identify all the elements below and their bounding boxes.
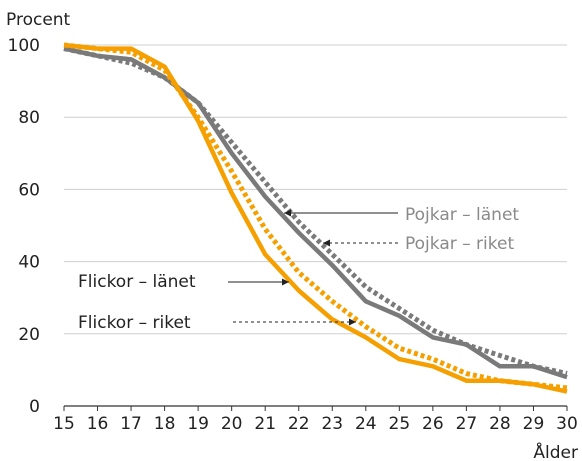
- legend-flickor-riket-label: Flickor – riket: [78, 313, 191, 333]
- x-tick-label: 22: [288, 414, 310, 434]
- x-tick-label: 19: [187, 414, 209, 434]
- x-axis-title: Ålder: [533, 441, 578, 461]
- x-tick-label: 18: [154, 414, 176, 434]
- x-tick-label: 23: [321, 414, 343, 434]
- legend-pojkar-riket-label: Pojkar – riket: [405, 234, 514, 254]
- x-tick-label: 25: [389, 414, 411, 434]
- x-tick-label: 28: [489, 414, 511, 434]
- x-tick-label: 20: [221, 414, 243, 434]
- pojkar-riket-arrow-arrowhead: [323, 239, 330, 247]
- y-tick-label: 20: [18, 325, 40, 345]
- x-tick-label: 16: [87, 414, 109, 434]
- x-tick-label: 27: [456, 414, 478, 434]
- series-line-pojkar-lanet: [63, 46, 568, 380]
- legend-flickor-lanet-label: Flickor – länet: [78, 272, 196, 292]
- x-tick-labels: 15 16 17 18 19 20 21 22 23 24 25 26 27 28 29 30: [53, 406, 578, 434]
- grid-lines: [64, 44, 567, 407]
- x-tick-label: 30: [556, 414, 578, 434]
- x-tick-label: 15: [53, 414, 75, 434]
- y-tick-labels: 0 20 40 60 80 100: [8, 36, 40, 417]
- y-tick-label: 80: [18, 108, 40, 128]
- legend-pojkar-lanet-label: Pojkar – länet: [405, 205, 519, 225]
- legend-annotations: Pojkar – länet Pojkar – riket Flickor – …: [78, 205, 519, 333]
- x-tick-label: 26: [422, 414, 444, 434]
- series-line-flickor-lanet: [63, 42, 568, 394]
- y-axis-title: Procent: [6, 10, 71, 30]
- series-line-flickor-riket: [63, 42, 568, 391]
- x-tick-label: 24: [355, 414, 377, 434]
- y-tick-label: 60: [18, 180, 40, 200]
- x-tick-label: 21: [254, 414, 276, 434]
- y-tick-label: 40: [18, 253, 40, 273]
- x-tick-label: 29: [523, 414, 545, 434]
- x-tick-label: 17: [120, 414, 142, 434]
- y-tick-label: 0: [29, 397, 40, 417]
- series-lines: [63, 42, 568, 394]
- flickor-lanet-arrow-arrowhead: [282, 278, 289, 286]
- y-tick-label: 100: [8, 36, 40, 56]
- flickor-riket-arrow-arrowhead: [349, 318, 356, 326]
- pojkar-lanet-arrow-arrowhead: [284, 209, 291, 217]
